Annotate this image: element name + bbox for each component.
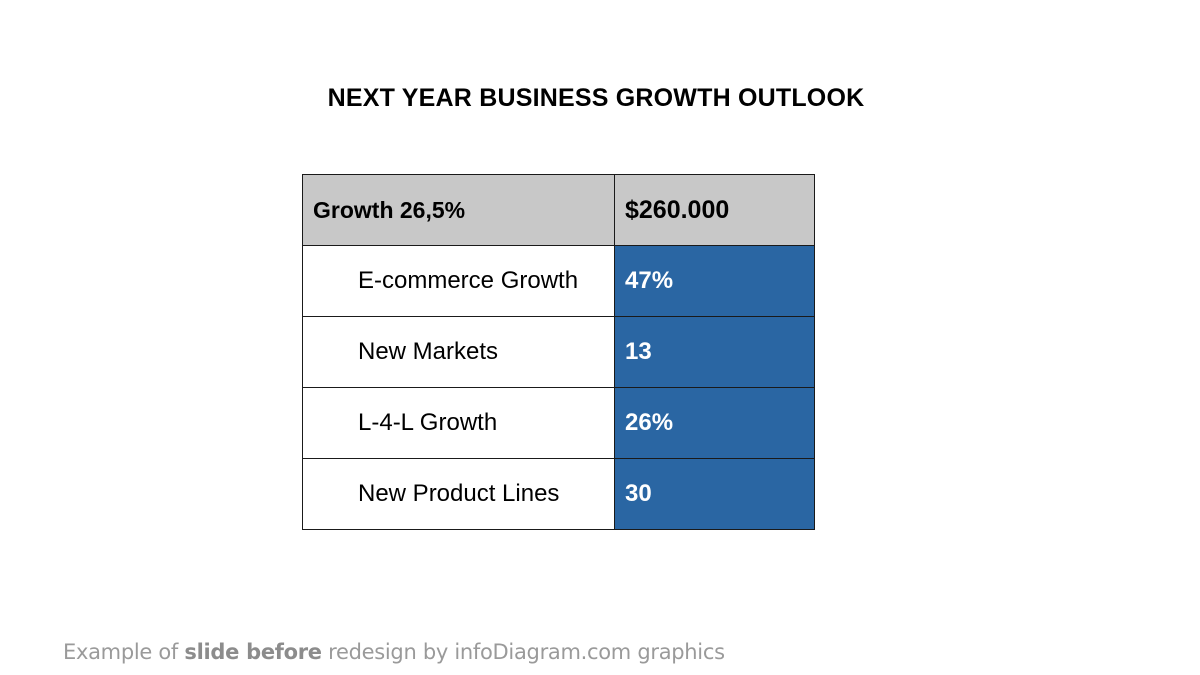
growth-table: Growth 26,5% $260.000 E-commerce Growth … xyxy=(302,174,815,530)
row-value-new-markets: 13 xyxy=(614,316,815,388)
table-row: New Markets 13 xyxy=(302,316,815,388)
row-label-new-markets: New Markets xyxy=(302,316,615,388)
table-row: New Product Lines 30 xyxy=(302,458,815,530)
row-label-l4l-growth: L-4-L Growth xyxy=(302,387,615,459)
header-total-value: $260.000 xyxy=(614,174,815,246)
footer-suffix: redesign by infoDiagram.com graphics xyxy=(321,640,725,664)
footer-caption: Example of slide before redesign by info… xyxy=(63,640,725,664)
row-label-new-product-lines: New Product Lines xyxy=(302,458,615,530)
row-value-l4l-growth: 26% xyxy=(614,387,815,459)
row-value-new-product-lines: 30 xyxy=(614,458,815,530)
slide-title: NEXT YEAR BUSINESS GROWTH OUTLOOK xyxy=(327,84,865,112)
row-value-ecommerce: 47% xyxy=(614,245,815,317)
footer-emphasis: slide before xyxy=(184,640,322,664)
table-row: L-4-L Growth 26% xyxy=(302,387,815,459)
footer-prefix: Example of xyxy=(63,640,185,664)
header-growth-label: Growth 26,5% xyxy=(302,174,615,246)
table-row: E-commerce Growth 47% xyxy=(302,245,815,317)
row-label-ecommerce: E-commerce Growth xyxy=(302,245,615,317)
table-header-row: Growth 26,5% $260.000 xyxy=(302,174,815,246)
